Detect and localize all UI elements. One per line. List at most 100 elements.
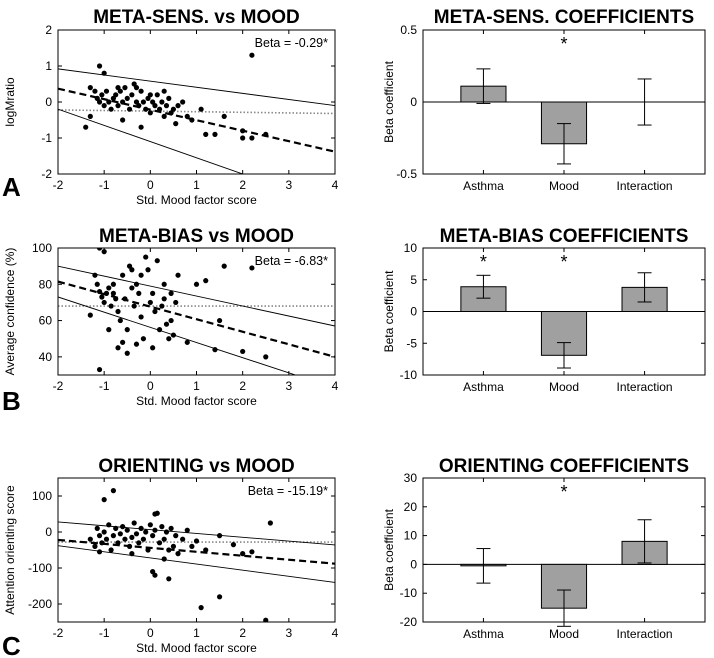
- data-point: [171, 332, 176, 337]
- data-point: [115, 345, 120, 350]
- data-point: [231, 542, 236, 547]
- x-tick-label: 1: [193, 626, 200, 640]
- data-point: [166, 96, 171, 101]
- x-tick-label: 0: [147, 178, 154, 192]
- y-tick-label: -100: [28, 561, 52, 575]
- chart-title: ORIENTING COEFFICIENTS: [439, 456, 689, 477]
- x-tick-label: -1: [99, 626, 110, 640]
- chart-title: META-BIAS vs MOOD: [99, 226, 294, 247]
- x-tick-label: 2: [239, 379, 246, 393]
- data-point: [111, 282, 116, 287]
- data-point: [164, 322, 169, 327]
- category-label: Interaction: [617, 380, 673, 394]
- data-point: [97, 367, 102, 372]
- data-point: [111, 488, 116, 493]
- data-point: [136, 291, 141, 296]
- data-point: [118, 531, 123, 536]
- data-point: [141, 336, 146, 341]
- significance-star: *: [560, 482, 567, 502]
- data-point: [169, 318, 174, 323]
- x-axis-label: Std. Mood factor score: [136, 641, 257, 655]
- x-tick-label: 0: [147, 379, 154, 393]
- data-point: [164, 103, 169, 108]
- data-point: [108, 303, 113, 308]
- data-point: [129, 285, 134, 290]
- data-point: [122, 85, 127, 90]
- data-point: [173, 121, 178, 126]
- significance-star: *: [560, 34, 567, 54]
- data-point: [162, 89, 167, 94]
- data-point: [249, 53, 254, 58]
- data-point: [171, 107, 176, 112]
- beta-annotation: Beta = -6.83*: [255, 254, 328, 268]
- data-point: [115, 309, 120, 314]
- data-point: [113, 296, 118, 301]
- beta-annotation: Beta = -0.29*: [255, 36, 328, 50]
- x-tick-label: 0: [147, 626, 154, 640]
- data-point: [159, 303, 164, 308]
- data-point: [199, 107, 204, 112]
- data-point: [99, 294, 104, 299]
- data-point: [240, 349, 245, 354]
- chart-title: META-SENS. COEFFICIENTS: [434, 7, 694, 28]
- data-point: [115, 85, 120, 90]
- significance-star: *: [560, 252, 567, 272]
- data-point: [148, 92, 153, 97]
- data-point: [115, 103, 120, 108]
- data-point: [249, 135, 254, 140]
- x-tick-label: 4: [332, 379, 339, 393]
- data-point: [99, 540, 104, 545]
- data-point: [212, 347, 217, 352]
- data-point: [129, 535, 134, 540]
- data-point: [159, 99, 164, 104]
- data-point: [155, 258, 160, 263]
- data-point: [102, 497, 107, 502]
- data-point: [132, 520, 137, 525]
- x-tick-label: 4: [332, 178, 339, 192]
- y-tick-label: -10: [400, 368, 418, 382]
- data-point: [88, 85, 93, 90]
- beta-annotation: Beta = -15.19*: [248, 484, 328, 498]
- data-point: [150, 345, 155, 350]
- data-point: [134, 85, 139, 90]
- category-label: Interaction: [617, 179, 673, 193]
- y-tick-label: 60: [39, 314, 53, 328]
- data-point: [175, 273, 180, 278]
- panel-label: C: [2, 631, 21, 658]
- data-point: [104, 291, 109, 296]
- x-tick-label: -2: [53, 178, 64, 192]
- data-point: [162, 114, 167, 119]
- data-point: [143, 107, 148, 112]
- y-tick-label: -0.5: [396, 167, 417, 181]
- y-tick-label: 0: [45, 525, 52, 539]
- data-point: [169, 291, 174, 296]
- data-point: [145, 267, 150, 272]
- data-point: [185, 340, 190, 345]
- data-point: [139, 273, 144, 278]
- data-point: [217, 533, 222, 538]
- data-point: [157, 327, 162, 332]
- y-tick-label: 10: [404, 241, 418, 255]
- data-point: [212, 132, 217, 137]
- data-point: [102, 529, 107, 534]
- y-tick-label: -20: [400, 615, 418, 629]
- data-point: [106, 522, 111, 527]
- data-point: [129, 551, 134, 556]
- data-point: [152, 103, 157, 108]
- category-label: Mood: [549, 179, 579, 193]
- plot-area: [58, 488, 335, 623]
- y-axis-label: Beta coefficient: [382, 270, 396, 352]
- significance-star: *: [480, 252, 487, 272]
- x-tick-label: 2: [239, 626, 246, 640]
- y-tick-label: 100: [32, 241, 52, 255]
- chart-title: ORIENTING vs MOOD: [98, 456, 294, 477]
- data-point: [108, 547, 113, 552]
- data-point: [152, 309, 157, 314]
- x-tick-label: 3: [285, 379, 292, 393]
- x-tick-label: -2: [53, 626, 64, 640]
- data-point: [129, 267, 134, 272]
- data-point: [141, 99, 146, 104]
- y-tick-label: 1: [45, 59, 52, 73]
- data-point: [115, 540, 120, 545]
- data-point: [102, 103, 107, 108]
